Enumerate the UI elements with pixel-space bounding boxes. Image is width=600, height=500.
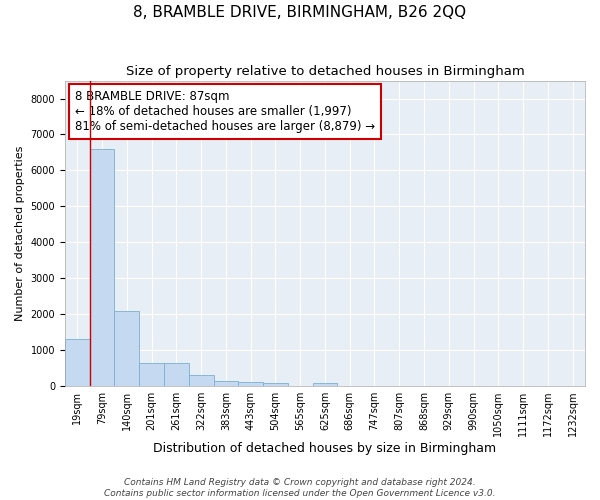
Bar [164, 362, 189, 386]
Text: Contains HM Land Registry data © Crown copyright and database right 2024.
Contai: Contains HM Land Registry data © Crown c… [104, 478, 496, 498]
Title: Size of property relative to detached houses in Birmingham: Size of property relative to detached ho… [125, 65, 524, 78]
Bar [313, 383, 337, 386]
Bar [189, 376, 214, 386]
Text: 8, BRAMBLE DRIVE, BIRMINGHAM, B26 2QQ: 8, BRAMBLE DRIVE, BIRMINGHAM, B26 2QQ [133, 5, 467, 20]
Bar [214, 380, 238, 386]
Bar [89, 149, 115, 386]
Bar [115, 312, 139, 386]
Bar [139, 362, 164, 386]
Bar [263, 383, 288, 386]
Bar [65, 340, 89, 386]
X-axis label: Distribution of detached houses by size in Birmingham: Distribution of detached houses by size … [154, 442, 497, 455]
Text: 8 BRAMBLE DRIVE: 87sqm
← 18% of detached houses are smaller (1,997)
81% of semi-: 8 BRAMBLE DRIVE: 87sqm ← 18% of detached… [76, 90, 376, 132]
Bar [238, 382, 263, 386]
Y-axis label: Number of detached properties: Number of detached properties [15, 146, 25, 321]
